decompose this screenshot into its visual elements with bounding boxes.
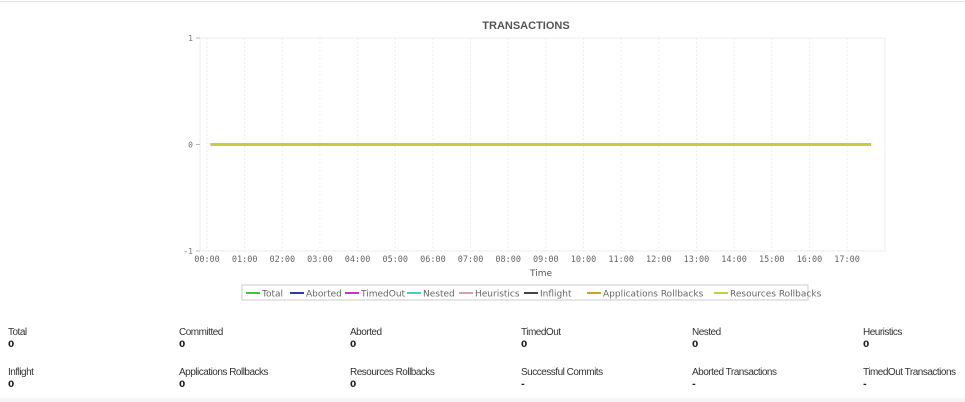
legend-item[interactable]: Applications Rollbacks: [603, 290, 704, 300]
stat-nested: Nested 0: [692, 327, 863, 352]
y-tick-label: -1: [183, 247, 193, 256]
top-divider: [0, 1, 965, 2]
x-tick-label: 13:00: [684, 255, 710, 265]
stat-inflight: Inflight 0: [8, 367, 179, 392]
chart-title: TRANSACTIONS: [482, 20, 569, 32]
stat-heuristics: Heuristics 0: [863, 327, 965, 352]
stat-label: Inflight: [8, 367, 34, 378]
stat-label: TimedOut Transactions: [863, 367, 956, 378]
legend-item[interactable]: TimedOut: [360, 290, 406, 300]
stat-label: Heuristics: [863, 327, 902, 338]
legend-item[interactable]: Inflight: [540, 290, 572, 300]
stat-label: Resources Rollbacks: [350, 367, 435, 378]
stat-value: 0: [863, 340, 870, 350]
stat-label: Total: [8, 327, 27, 338]
legend-item[interactable]: Heuristics: [475, 290, 520, 300]
stat-label: Committed: [179, 327, 223, 338]
x-tick-label: 06:00: [420, 255, 446, 265]
stat-timedout-transactions: TimedOut Transactions -: [863, 367, 965, 392]
legend-item[interactable]: Total: [261, 290, 283, 300]
x-tick-label: 02:00: [270, 255, 296, 265]
legend-item[interactable]: Aborted: [306, 290, 342, 300]
stat-value: -: [863, 380, 867, 390]
stat-value: 0: [692, 340, 699, 350]
x-axis-label: Time: [529, 269, 552, 279]
stat-label: Aborted Transactions: [692, 367, 777, 378]
x-tick-label: 08:00: [495, 255, 521, 265]
x-tick-label: 07:00: [458, 255, 484, 265]
stat-label: Applications Rollbacks: [179, 367, 269, 378]
stat-aborted: Aborted 0: [350, 327, 521, 352]
stat-value: -: [521, 380, 525, 390]
stat-successful-commits: Successful Commits -: [521, 367, 692, 392]
stat-value: 0: [521, 340, 528, 350]
transactions-chart: TRANSACTIONS 00:00 01:00 02:00 03:00 04:00 05…: [183, 20, 886, 301]
stat-committed: Committed 0: [179, 327, 350, 352]
x-tick-label: 01:00: [232, 255, 258, 265]
stat-aborted-transactions: Aborted Transactions -: [692, 367, 863, 392]
x-tick-label: 10:00: [571, 255, 597, 265]
x-tick-label: 15:00: [759, 255, 785, 265]
chart-legend: Total Aborted TimedOut Nested Heuristics Infl…: [241, 284, 822, 301]
x-tick-label: 09:00: [533, 255, 559, 265]
x-tick-label: 16:00: [797, 255, 823, 265]
stat-value: 0: [8, 380, 15, 390]
x-tick-label: 12:00: [646, 255, 672, 265]
legend-item[interactable]: Nested: [423, 290, 455, 300]
stat-resources-rollbacks: Resources Rollbacks 0: [350, 367, 521, 392]
stat-value: -: [692, 380, 696, 390]
stat-applications-rollbacks: Applications Rollbacks 0: [179, 367, 350, 392]
stat-value: 0: [8, 340, 15, 350]
stat-timedout: TimedOut 0: [521, 327, 692, 352]
bottom-strip: [0, 398, 965, 402]
stat-label: Successful Commits: [521, 367, 603, 378]
x-tick-label: 17:00: [834, 255, 860, 265]
stat-total: Total 0: [8, 327, 179, 352]
y-tick-label: 0: [188, 141, 193, 150]
stats-grid: Total 0 Committed 0 Aborted 0 TimedOut 0 Nested 0…: [8, 327, 965, 392]
legend-item[interactable]: Resources Rollbacks: [730, 290, 822, 300]
stat-value: 0: [350, 380, 357, 390]
x-tick-label: 14:00: [721, 255, 747, 265]
x-tick-label: 11:00: [608, 255, 634, 265]
stat-label: Nested: [692, 327, 721, 338]
x-tick-label: 00:00: [194, 255, 220, 265]
y-tick-label: 1: [188, 34, 193, 43]
stat-value: 0: [350, 340, 357, 350]
x-tick-label: 05:00: [382, 255, 408, 265]
x-tick-label: 04:00: [345, 255, 371, 265]
x-tick-label: 03:00: [307, 255, 333, 265]
stat-value: 0: [179, 340, 186, 350]
stat-label: Aborted: [350, 327, 382, 338]
stat-label: TimedOut: [521, 327, 561, 338]
stat-value: 0: [179, 380, 186, 390]
